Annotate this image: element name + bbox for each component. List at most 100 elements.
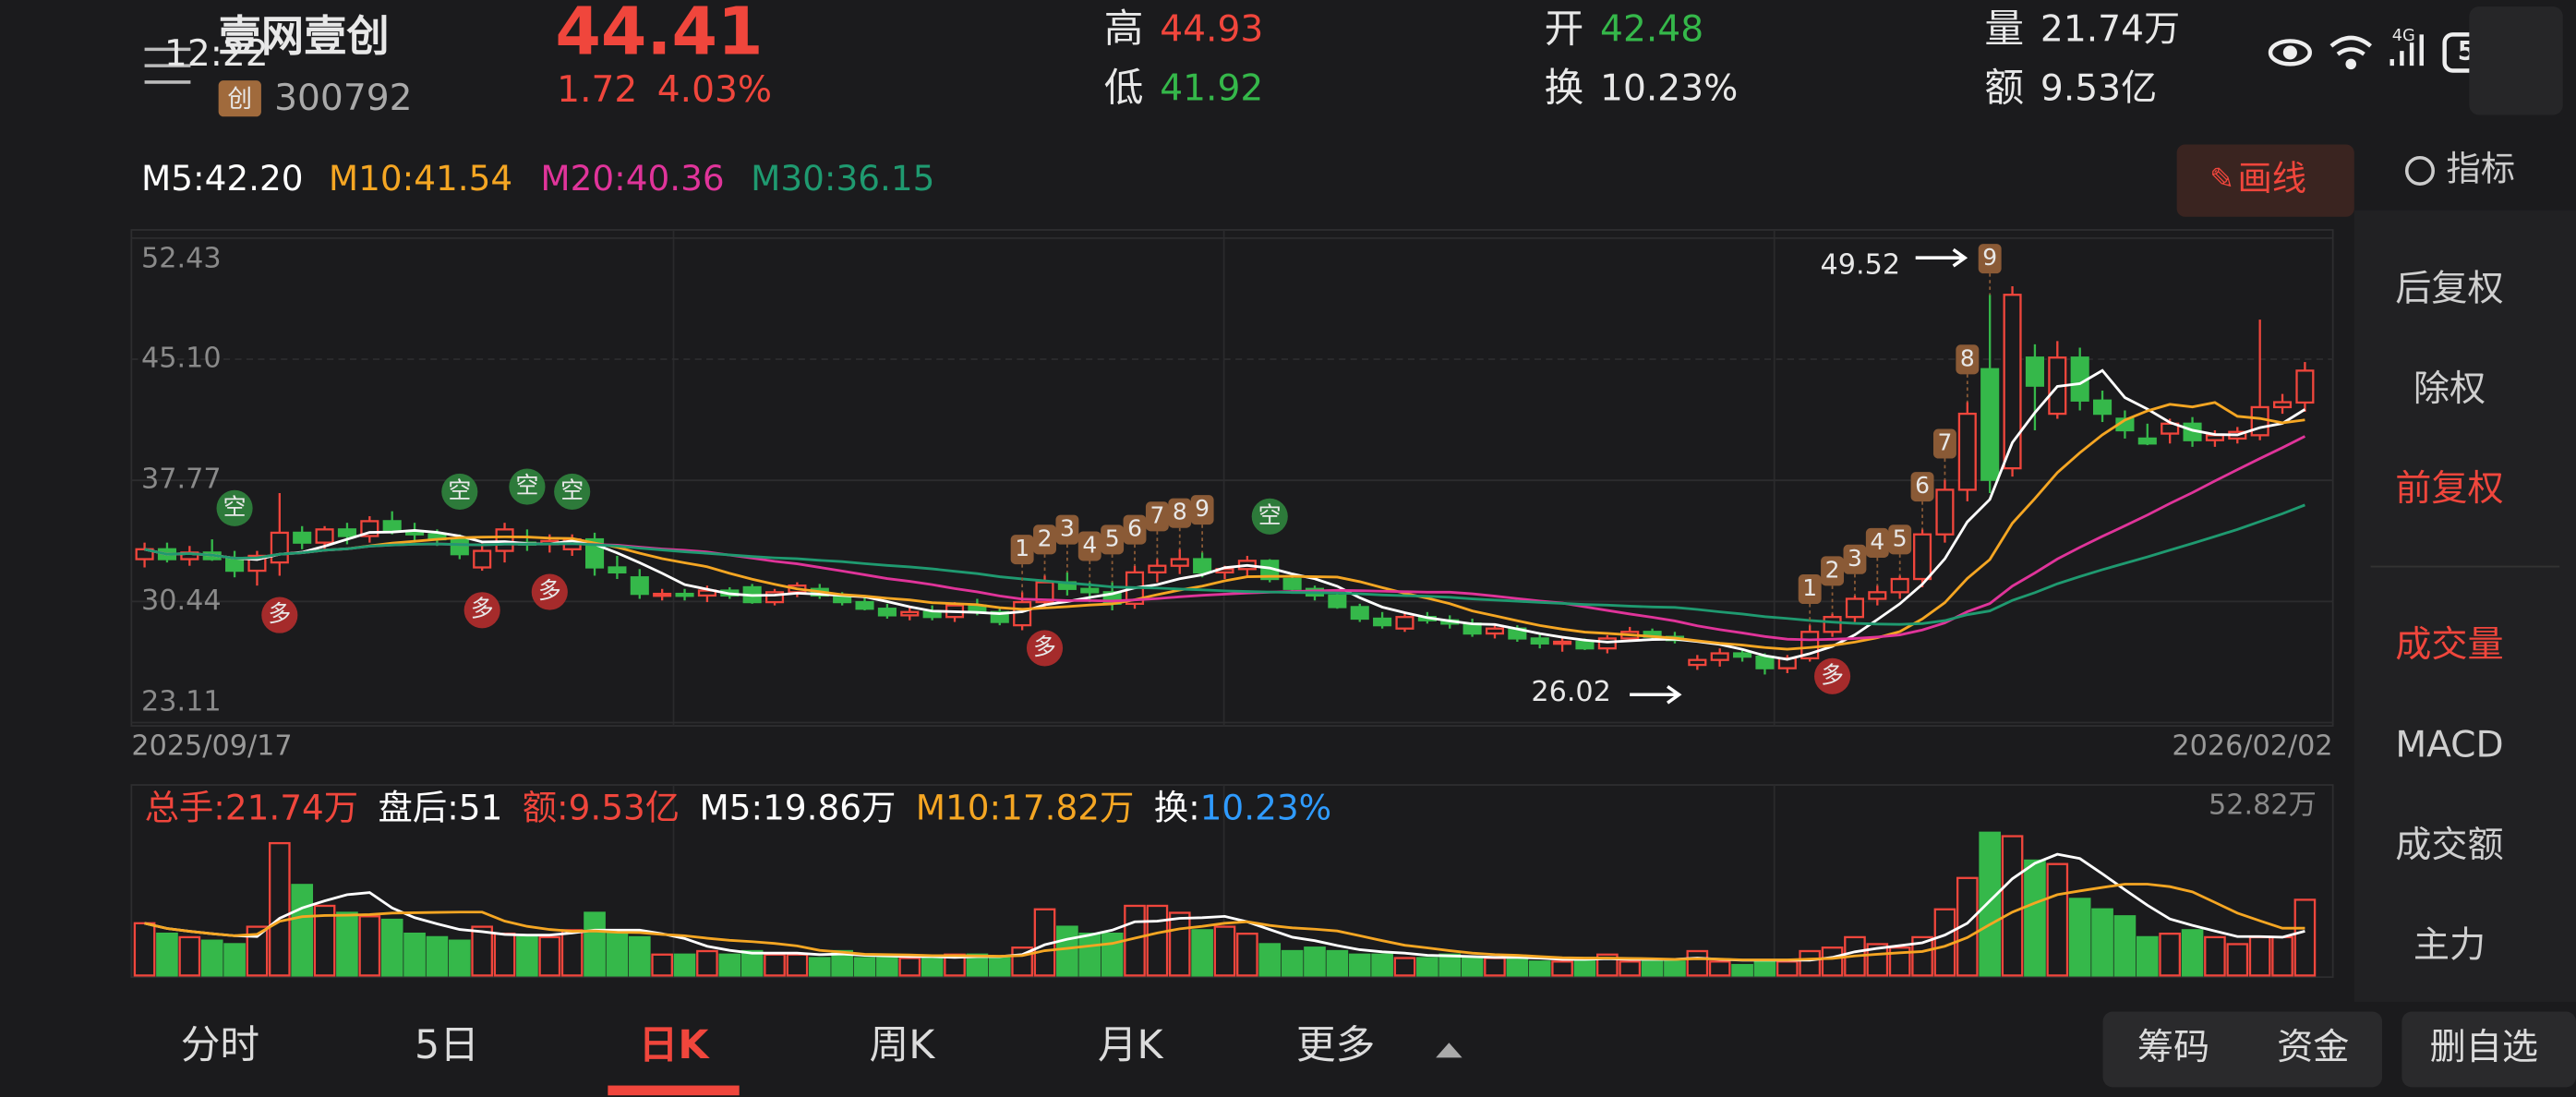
- count-tag: [1843, 544, 1867, 574]
- stat-value: 42.48: [1600, 8, 1703, 50]
- volume-bar: [2024, 859, 2046, 977]
- stat-label: 换: [1545, 65, 1584, 111]
- volume-bar: [764, 953, 786, 977]
- sell-signal: [509, 468, 546, 505]
- ma-legend: M30:36.15: [751, 158, 934, 199]
- more-arrow[interactable]: [1436, 1043, 1463, 1058]
- volume-bar: [1326, 949, 1349, 977]
- volume-bar: [516, 935, 538, 977]
- side-menu-item[interactable]: 除权: [2413, 368, 2486, 410]
- candle-body: [1035, 581, 1054, 604]
- y-tick-label: 37.77: [141, 464, 222, 496]
- volume-bar: [1956, 876, 1979, 977]
- count-tag: [1956, 344, 1980, 375]
- volume-bar: [921, 957, 944, 977]
- sell-signal: [554, 473, 591, 511]
- candle-body: [608, 566, 627, 574]
- high-arrow: [1915, 247, 1968, 268]
- tab[interactable]: 周K: [870, 1022, 936, 1068]
- indicator-button[interactable]: 指标: [2446, 148, 2515, 188]
- candle-body: [1282, 577, 1302, 590]
- candle-body: [922, 610, 942, 619]
- network: 4G: [2392, 26, 2415, 45]
- candle-body: [1755, 655, 1775, 669]
- action-button[interactable]: 筹码: [2137, 1027, 2209, 1068]
- volume-bar: [1348, 953, 1371, 977]
- tab[interactable]: 分时: [181, 1022, 259, 1068]
- count-tag: [1055, 514, 1079, 545]
- volume-bar: [2293, 898, 2317, 977]
- tab[interactable]: 更多: [1296, 1022, 1375, 1068]
- sell-label: 空: [560, 476, 584, 503]
- candle-body: [473, 549, 492, 569]
- side-menu-item[interactable]: 后复权: [2395, 268, 2503, 309]
- volume-bar: [133, 922, 156, 977]
- volume-bar: [223, 943, 246, 977]
- volume-ma-line: [144, 883, 2305, 961]
- side-menu-item[interactable]: MACD: [2395, 725, 2503, 766]
- count-label: 4: [1082, 531, 1097, 558]
- sell-label: 空: [448, 476, 471, 503]
- buy-label: 多: [471, 596, 494, 622]
- volume-bar: [426, 935, 449, 977]
- volume-bar: [1866, 943, 1889, 977]
- draw-button-label: 画线: [2237, 158, 2306, 199]
- volume-bar: [1528, 960, 1551, 977]
- candle-body: [1957, 412, 1977, 491]
- volume-bar: [1146, 904, 1169, 977]
- tab[interactable]: 5日: [415, 1022, 479, 1068]
- volume-bar: [336, 911, 358, 977]
- candle-body: [855, 600, 874, 610]
- draw-button[interactable]: [2176, 144, 2354, 217]
- candle-body: [293, 531, 312, 544]
- volume-bar: [718, 953, 741, 977]
- action-button[interactable]: 资金: [2277, 1027, 2349, 1068]
- count-tag: [1077, 531, 1101, 561]
- buy-signal: [261, 597, 298, 633]
- volume-bar: [1101, 932, 1124, 977]
- candle-body: [337, 528, 356, 537]
- volume-bar: [786, 953, 809, 977]
- count-label: 5: [1893, 524, 1908, 551]
- candle-body: [1553, 640, 1572, 645]
- count-label: 2: [1038, 524, 1053, 551]
- volume-bar: [1551, 960, 1573, 977]
- active-tab-underline: [608, 1085, 740, 1096]
- side-menu-item[interactable]: 成交额: [2395, 825, 2503, 866]
- candle-body: [2205, 434, 2224, 441]
- volume-bar: [1438, 953, 1462, 977]
- candle-body: [900, 610, 920, 617]
- volume-bar: [1731, 963, 1753, 977]
- volume-frame: [130, 784, 2334, 979]
- candle-body: [1845, 597, 1864, 619]
- stat-label: 低: [1104, 65, 1144, 111]
- volume-bar: [584, 911, 606, 977]
- volume-bar: [246, 925, 269, 977]
- volume-bar: [2001, 835, 2024, 977]
- volume-bar: [1304, 946, 1326, 977]
- candle-body: [877, 608, 897, 617]
- menu-icon[interactable]: [144, 47, 191, 84]
- corner-button[interactable]: [2469, 6, 2563, 115]
- action-box: [2401, 1011, 2576, 1088]
- start-date: 2025/09/17: [131, 730, 292, 763]
- side-menu-item[interactable]: 前复权: [2395, 468, 2503, 510]
- candle-body: [1890, 577, 1909, 594]
- side-menu-item[interactable]: 成交量: [2395, 624, 2503, 666]
- side-menu-item[interactable]: 主力: [2413, 925, 2486, 967]
- volume-bar: [2046, 862, 2069, 977]
- count-label: 7: [1938, 429, 1953, 456]
- stat-label: 量: [1984, 6, 2024, 52]
- volume-bar: [2226, 943, 2249, 977]
- count-label: 3: [1060, 515, 1075, 542]
- tab[interactable]: 月K: [1098, 1022, 1164, 1068]
- volume-bar: [1258, 943, 1282, 977]
- action-button[interactable]: 删自选: [2430, 1027, 2538, 1068]
- candle-body: [2003, 294, 2022, 470]
- volume-bar: [1484, 957, 1506, 977]
- volume-bar: [448, 939, 471, 977]
- tab[interactable]: 日K: [639, 1022, 711, 1068]
- volume-bar: [1393, 957, 1416, 977]
- count-tag: [1101, 524, 1125, 555]
- y-tick-label: 52.43: [141, 242, 222, 274]
